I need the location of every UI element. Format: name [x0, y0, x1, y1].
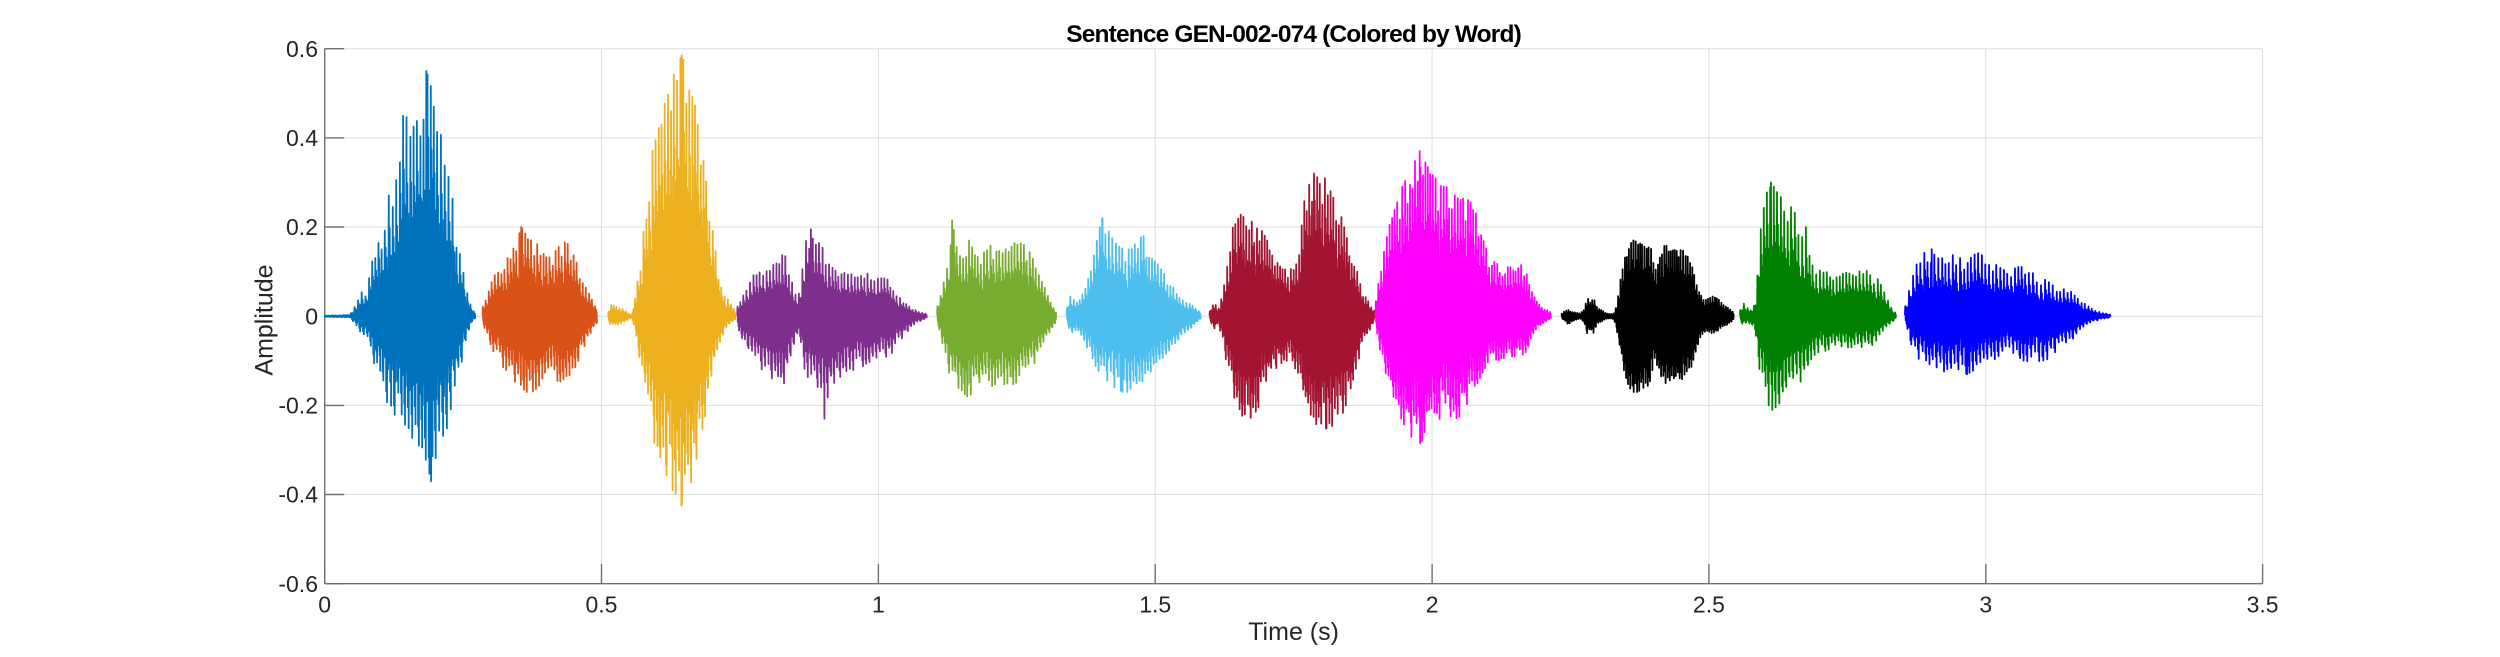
svg-text:Sentence GEN-002-074 (Colored: Sentence GEN-002-074 (Colored by Word)	[1066, 21, 1521, 48]
svg-text:0.6: 0.6	[286, 36, 318, 62]
svg-text:-0.6: -0.6	[278, 571, 318, 597]
svg-text:0.4: 0.4	[286, 125, 318, 151]
svg-text:Time (s): Time (s)	[1248, 618, 1339, 646]
svg-text:3.5: 3.5	[2247, 592, 2279, 618]
svg-text:0: 0	[318, 592, 331, 618]
svg-text:Amplitude: Amplitude	[251, 264, 279, 375]
svg-text:2: 2	[1426, 592, 1439, 618]
svg-text:0: 0	[305, 303, 318, 329]
svg-text:0.5: 0.5	[586, 592, 618, 618]
svg-text:1.5: 1.5	[1139, 592, 1171, 618]
svg-text:3: 3	[1979, 592, 1992, 618]
svg-text:2.5: 2.5	[1693, 592, 1725, 618]
svg-text:0.2: 0.2	[286, 214, 318, 240]
svg-text:-0.4: -0.4	[278, 482, 318, 508]
svg-text:-0.2: -0.2	[278, 393, 318, 419]
svg-text:1: 1	[872, 592, 885, 618]
